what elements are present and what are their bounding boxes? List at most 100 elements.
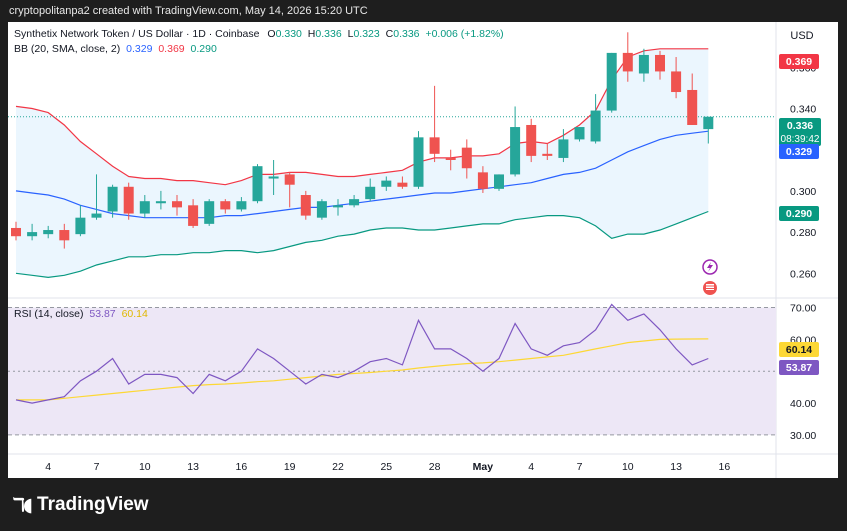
bb-lower-line: [15, 210, 709, 279]
bb-legend: BB (20, SMA, close, 2) 0.329 0.369 0.290: [14, 43, 217, 55]
candles-group: [11, 32, 714, 249]
badge-rsi: 53.87: [779, 360, 819, 375]
candle-body: [510, 127, 521, 175]
rsi-ma-line: [16, 338, 709, 401]
badge-countdown: 08:39:42: [781, 134, 820, 145]
badge-basis-text: 0.329: [786, 146, 812, 158]
time-tick-label: 16: [236, 461, 248, 473]
candle-body: [316, 201, 327, 218]
rsi-legend: RSI (14, close) 53.87 60.14: [14, 308, 148, 320]
lightning-icon[interactable]: [702, 259, 718, 275]
candle-body: [381, 180, 392, 187]
bb-legend-lower: 0.290: [191, 43, 217, 55]
badge-lower: 0.290: [779, 206, 819, 221]
price-tick-label: 0.340: [790, 104, 816, 116]
candle-body: [59, 230, 70, 241]
candle-body: [300, 195, 311, 216]
legend-l-label: L: [348, 28, 354, 40]
time-tick-label: 10: [139, 461, 151, 473]
candle-body: [461, 147, 472, 169]
badge-basis-bg: [779, 144, 819, 159]
time-tick-label: 7: [577, 461, 583, 473]
badge-last-price: 0.336: [787, 120, 813, 132]
bb-legend-label: BB (20, SMA, close, 2): [14, 43, 120, 55]
header-caption: cryptopolitanpa2 created with TradingVie…: [9, 5, 368, 17]
currency-label[interactable]: USD: [790, 30, 813, 42]
time-tick-label: 10: [622, 461, 634, 473]
badge-lower-bg: [779, 206, 819, 221]
candle-body: [526, 124, 537, 156]
candle-body: [284, 174, 295, 185]
legend-l: 0.323: [353, 28, 379, 40]
candle-body: [27, 232, 38, 237]
candle-body: [43, 230, 54, 235]
rsi-line: [15, 303, 709, 404]
candle-body: [236, 201, 247, 210]
flag-icon[interactable]: [703, 281, 717, 295]
price-tick-label: 0.280: [790, 227, 816, 239]
candle-body: [622, 52, 633, 72]
time-tick-label: 16: [719, 461, 731, 473]
legend-row: Synthetix Network Token / US Dollar · 1D…: [14, 28, 504, 40]
time-tick-label: 28: [429, 461, 441, 473]
bb-legend-basis: 0.329: [126, 43, 152, 55]
bb-basis-line: [15, 130, 709, 219]
brand-name: TradingView: [37, 494, 149, 515]
candle-body: [220, 201, 231, 210]
time-tick-label: 25: [380, 461, 392, 473]
candle-body: [349, 199, 360, 206]
candle-body: [606, 52, 617, 111]
candle-body: [542, 153, 553, 156]
candle-body: [107, 186, 118, 212]
badge-upper-bg: [779, 54, 819, 69]
candle-body: [155, 201, 166, 204]
brand-logo[interactable]: ℸ◖ TradingView: [12, 494, 149, 516]
tv-logo-icon: ℸ◖: [12, 494, 33, 516]
time-tick-label: 4: [528, 461, 534, 473]
badge-rsi-ma-text: 60.14: [786, 344, 812, 356]
candle-body: [687, 89, 698, 125]
candle-body: [638, 54, 649, 74]
badge-last-bg: [779, 118, 821, 146]
badge-rsi-ma-bg: [779, 342, 819, 357]
candle-body: [75, 217, 86, 235]
candle-body: [91, 213, 102, 218]
candle-body: [268, 176, 279, 179]
candle-body: [671, 71, 682, 93]
candle-body: [188, 205, 199, 226]
header-bar: cryptopolitanpa2 created with TradingVie…: [0, 0, 847, 22]
time-tick-label: 4: [45, 461, 51, 473]
badge-basis: 0.329: [779, 144, 819, 159]
rsi-tick-label: 30.00: [790, 430, 816, 442]
rsi-legend-ma: 60.14: [122, 308, 148, 320]
badge-rsi-text: 53.87: [786, 362, 812, 374]
legend-o: 0.330: [276, 28, 302, 40]
candle-body: [139, 201, 150, 214]
candle-body: [477, 172, 488, 189]
badge-upper-text: 0.369: [786, 56, 812, 68]
candle-body: [574, 127, 585, 140]
legend-c-label: C: [386, 28, 394, 40]
candle-body: [123, 186, 134, 214]
badge-rsi-bg: [779, 360, 819, 375]
candle-body: [204, 201, 215, 224]
price-tick-label: 0.300: [790, 186, 816, 198]
time-tick-label: 19: [284, 461, 296, 473]
candle-body: [365, 186, 376, 200]
legend-o-label: O: [267, 28, 275, 40]
rsi-legend-label: RSI (14, close): [14, 308, 83, 320]
time-tick-label: 13: [187, 461, 199, 473]
candle-body: [397, 182, 408, 187]
legend-h-label: H: [308, 28, 316, 40]
badge-upper: 0.369: [779, 54, 819, 69]
footer-bar: ℸ◖ TradingView: [0, 478, 847, 531]
time-tick-label: 22: [332, 461, 344, 473]
candle-body: [494, 174, 504, 189]
badge-lower-text: 0.290: [786, 208, 812, 220]
candle-body: [172, 201, 182, 208]
candle-body: [429, 137, 440, 154]
time-axis: 4 7 10 13 16 19 22 25 28 May 4 7 10 13 16: [45, 461, 730, 473]
